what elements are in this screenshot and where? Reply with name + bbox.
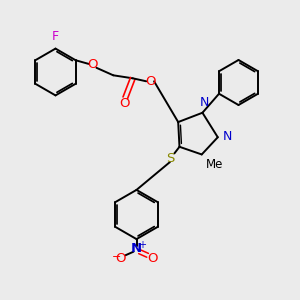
Text: +: + (138, 240, 146, 250)
Text: O: O (116, 252, 126, 265)
Text: O: O (145, 75, 155, 88)
Text: O: O (119, 97, 130, 110)
Text: −: − (112, 252, 121, 262)
Text: F: F (52, 30, 59, 43)
Text: S: S (166, 152, 174, 165)
Text: O: O (147, 252, 158, 265)
Text: O: O (87, 58, 98, 71)
Text: N: N (199, 95, 208, 109)
Text: N: N (131, 242, 142, 255)
Text: N: N (222, 130, 232, 143)
Text: Me: Me (206, 158, 224, 171)
